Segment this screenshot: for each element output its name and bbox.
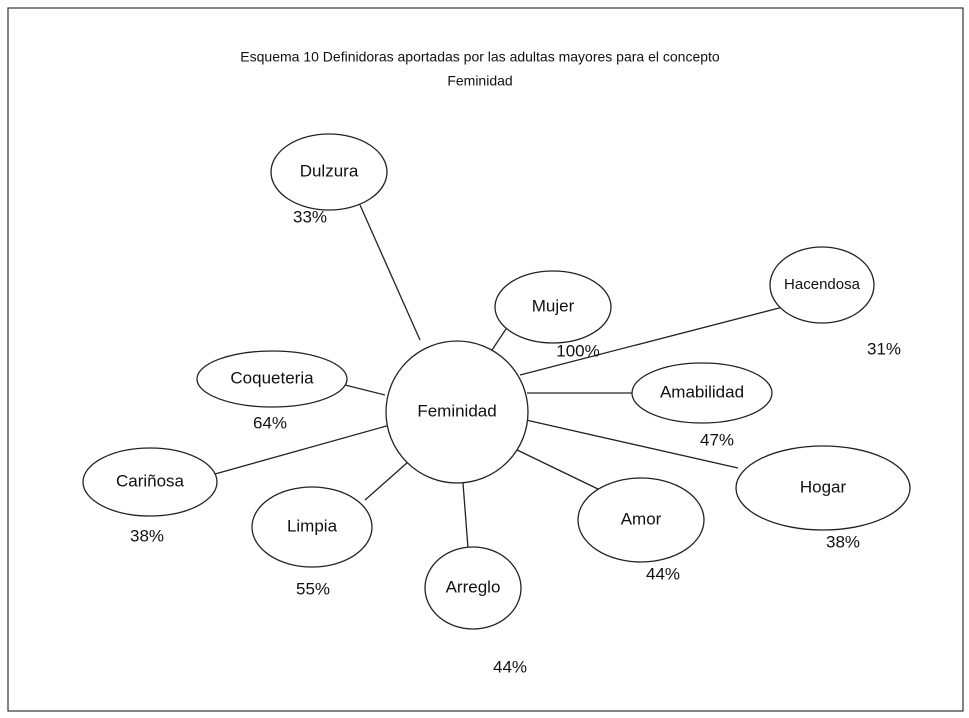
connector xyxy=(462,482,469,549)
node xyxy=(82,447,218,517)
node-label: Coqueteria xyxy=(230,368,314,387)
node xyxy=(251,486,373,568)
connector xyxy=(344,384,386,396)
node xyxy=(196,350,348,408)
node-percent: 47% xyxy=(700,430,734,449)
center-label: Feminidad xyxy=(417,401,496,420)
node-percent: 38% xyxy=(130,526,164,545)
node-label: Arreglo xyxy=(446,577,501,596)
node-percent: 44% xyxy=(646,564,680,583)
node-label: Hogar xyxy=(800,477,847,496)
title-line: Feminidad xyxy=(447,73,512,89)
node-label: Amor xyxy=(621,509,662,528)
node-percent: 100% xyxy=(556,341,599,360)
connector xyxy=(214,424,391,475)
connector xyxy=(512,447,601,491)
node-label: Limpia xyxy=(287,516,338,535)
node-percent: 55% xyxy=(296,579,330,598)
node xyxy=(494,270,612,344)
connector xyxy=(519,306,784,376)
node xyxy=(735,445,911,531)
node-percent: 33% xyxy=(293,207,327,226)
connector xyxy=(359,204,421,341)
connector xyxy=(525,419,739,469)
node-label: Dulzura xyxy=(300,161,359,180)
center-node xyxy=(385,340,529,484)
node-percent: 44% xyxy=(493,657,527,676)
node xyxy=(769,246,875,324)
node-percent: 38% xyxy=(826,532,860,551)
node xyxy=(270,133,388,211)
node-percent: 64% xyxy=(253,413,287,432)
node-percent: 31% xyxy=(867,339,901,358)
node xyxy=(424,546,522,630)
connector xyxy=(364,461,409,501)
title-line: Esquema 10 Definidoras aportadas por las… xyxy=(240,49,720,65)
node-label: Mujer xyxy=(532,296,575,315)
node-label: Hacendosa xyxy=(784,276,861,293)
node-label: Amabilidad xyxy=(660,382,744,401)
node-label: Cariñosa xyxy=(116,471,185,490)
node xyxy=(631,362,773,424)
frame xyxy=(7,7,964,712)
node xyxy=(577,477,705,563)
